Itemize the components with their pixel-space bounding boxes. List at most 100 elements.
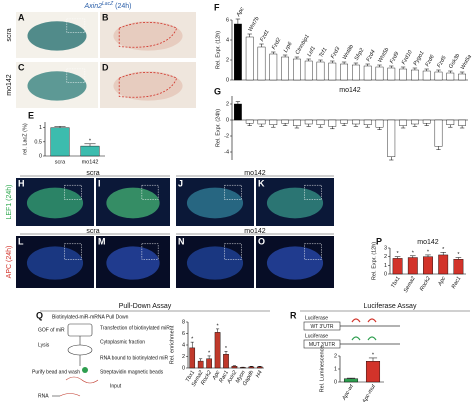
bar [234,103,242,121]
x-tick-label: Apc [437,276,448,288]
bar [328,62,337,81]
bar [387,119,396,157]
section-title: Pull-Down Assay [119,303,172,310]
x-tick-label: Wnt5a [460,54,473,71]
panel-letter: D [102,62,109,72]
bar [248,366,255,369]
y-tick-label: 4 [226,37,229,43]
inset-box [224,243,242,260]
condition-label: mo142 [244,170,266,177]
step-text: RNA [38,393,49,399]
y-tick-label: 1 [384,263,387,269]
bar [434,119,443,147]
x-tick-label: H4 [255,370,264,379]
y-tick-label: -2 [224,133,229,139]
bar [304,119,313,125]
bar [214,332,221,369]
bar [438,254,449,275]
bar [392,258,403,275]
significance: * [216,323,219,329]
x-tick-label: Apc-mut [361,383,377,402]
x-tick-label: Wnt7b [247,16,260,33]
inset-box [141,184,159,200]
x-tick-label: Tbx1 [185,370,196,384]
reporter-label: Axin2LacZ (24h) [84,1,132,10]
chart-title: mo142 [339,87,361,94]
y-axis-label: Rel. Expr. (12h) [371,242,377,280]
x-tick-label: scra [55,159,66,165]
stain-label: LEF1 (24h) [6,184,13,219]
bar [197,360,204,369]
bar [422,119,431,124]
bar [256,366,263,369]
y-tick-label: 6 [182,331,185,337]
step-text: Lysis [38,342,50,348]
condition-label: scra [86,170,99,177]
inset-box [66,68,86,83]
significance: * [225,346,228,352]
panel-letter: I [98,178,101,188]
panel-letter: C [18,62,25,72]
x-tick-label: Rac1 [218,370,230,384]
inset-box [304,243,322,260]
y-tick-label: 2 [384,254,387,260]
bar [234,23,242,81]
panel-letter: R [290,310,297,320]
tissue [27,71,87,101]
utr-label: WT 3'UTR [310,324,333,330]
step-text: Input [110,383,122,389]
tissue [106,246,160,280]
panel-letter: A [18,12,25,22]
bar [340,63,348,81]
chart-title: mo142 [417,239,439,246]
step-text: Transfection of biotinylated miR [100,325,170,331]
bar [363,119,372,125]
step-text: Purify bead and wash [32,369,80,375]
step-text: Streptavidin magnetic beads [100,369,164,375]
bar [375,66,384,81]
y-tick-label: 1 [39,125,42,131]
panel-letter: G [214,86,221,96]
y-tick-label: 0 [39,153,42,159]
panel-letter: B [102,12,109,22]
y-tick-label: 0.5 [34,139,42,145]
y-axis-label: Rel. Expr. (24h) [215,109,221,147]
bar [293,119,301,126]
y-tick-label: 2 [182,354,185,360]
x-tick-label: Lrp6 [283,40,294,53]
utr-label: MUT 3'UTR [309,342,336,348]
panel-letter: O [258,236,265,246]
x-tick-label: Sema2 [403,276,417,294]
bar [80,145,100,157]
y-tick-label: -4 [224,149,229,155]
tissue [266,246,324,280]
y-tick-label: 0 [226,77,229,83]
panel-letter: K [258,178,265,188]
x-tick-label: Fzd6 [424,53,436,67]
bar [245,119,254,124]
bar [293,58,301,81]
step-text: Biotinylated-miR-mRNA Pull Down [52,314,129,320]
step-text: Cytoplasmic fraction [100,339,145,345]
bar [269,119,278,125]
panel-letter: Q [36,310,43,320]
bar [257,46,266,81]
significance: * [427,249,430,255]
bar [231,366,238,369]
bar [281,56,289,81]
bar [422,70,431,81]
section-title: Luciferase Assay [364,303,417,310]
inset-box [224,184,242,200]
reporter-gene: Axin2 [84,3,103,10]
significance: * [208,350,211,356]
pulldown-schematic [52,323,99,397]
bar [352,119,360,125]
y-tick-label: 2 [226,101,229,107]
bar [423,256,433,275]
bar [281,119,289,124]
tissue [106,187,160,219]
tissue [113,71,183,101]
mutant-site [351,336,377,341]
bar [458,73,466,81]
